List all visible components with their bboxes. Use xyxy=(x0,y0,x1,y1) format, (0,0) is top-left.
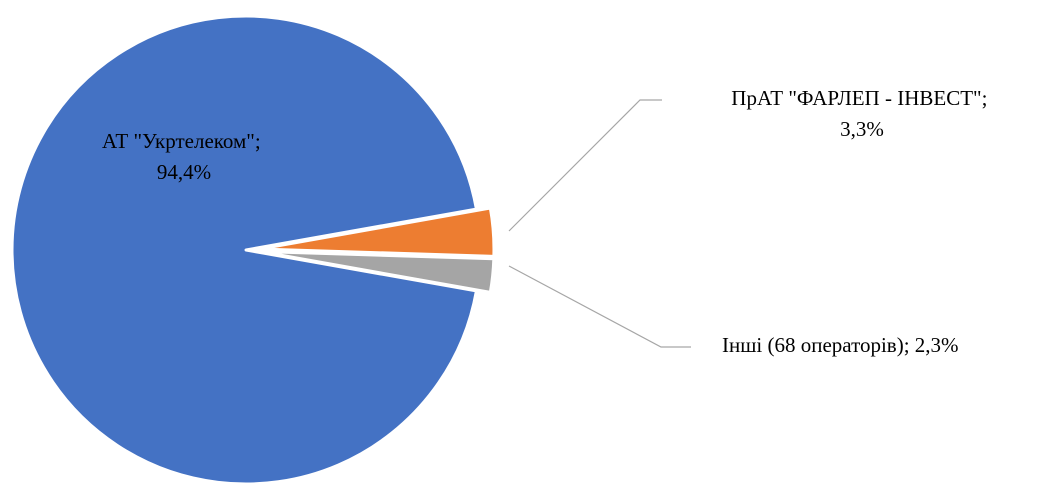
pie-slice-others xyxy=(258,249,496,294)
slice-label-farlep-value: 3,3% xyxy=(840,117,884,141)
leader-line-others xyxy=(508,265,691,348)
slice-label-farlep-name: ПрАТ "ФАРЛЕП - ІНВЕСТ"; xyxy=(731,86,987,110)
slice-label-ukrtelecom-value: 94,4% xyxy=(157,160,211,184)
slice-label-others: Інші (68 операторів); 2,3% xyxy=(722,333,959,357)
slice-labels: АТ "Укртелеком"; 94,4% ПрАТ "ФАРЛЕП - ІН… xyxy=(102,86,992,357)
slice-label-farlep: ПрАТ "ФАРЛЕП - ІНВЕСТ"; 3,3% xyxy=(731,86,992,141)
slice-label-ukrtelecom-name: АТ "Укртелеком"; xyxy=(102,129,261,153)
slice-label-ukrtelecom: АТ "Укртелеком"; 94,4% xyxy=(102,129,266,184)
leader-line-farlep xyxy=(508,99,662,232)
leader-lines xyxy=(508,99,691,348)
pie-slice-farlep xyxy=(258,206,496,258)
pie-slices xyxy=(10,14,496,483)
slice-label-others-name: Інші (68 операторів); 2,3% xyxy=(722,333,959,357)
pie-slice-ukrtelecom xyxy=(10,14,478,483)
